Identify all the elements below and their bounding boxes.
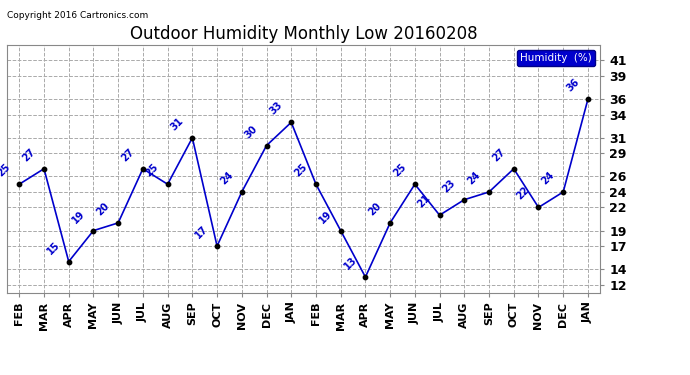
Point	[459, 196, 470, 202]
Text: 24: 24	[466, 170, 482, 186]
Title: Outdoor Humidity Monthly Low 20160208: Outdoor Humidity Monthly Low 20160208	[130, 26, 477, 44]
Point	[236, 189, 247, 195]
Point	[533, 204, 544, 210]
Text: 25: 25	[144, 162, 161, 178]
Point	[434, 212, 445, 218]
Text: 27: 27	[21, 147, 37, 163]
Text: 36: 36	[564, 77, 581, 94]
Point	[286, 119, 297, 125]
Text: 25: 25	[391, 162, 408, 178]
Text: 25: 25	[0, 162, 12, 178]
Point	[509, 166, 520, 172]
Point	[187, 135, 198, 141]
Point	[162, 181, 173, 187]
Point	[261, 142, 272, 148]
Text: 30: 30	[243, 123, 259, 140]
Point	[484, 189, 495, 195]
Point	[335, 228, 346, 234]
Text: 27: 27	[490, 147, 507, 163]
Text: Copyright 2016 Cartronics.com: Copyright 2016 Cartronics.com	[7, 11, 148, 20]
Text: 15: 15	[45, 239, 62, 256]
Text: 24: 24	[540, 170, 556, 186]
Text: 22: 22	[515, 185, 531, 202]
Text: 20: 20	[95, 201, 111, 217]
Text: 27: 27	[119, 147, 136, 163]
Text: 19: 19	[70, 209, 86, 225]
Legend: Humidity  (%): Humidity (%)	[517, 50, 595, 66]
Point	[112, 220, 124, 226]
Point	[88, 228, 99, 234]
Point	[137, 166, 148, 172]
Point	[409, 181, 420, 187]
Point	[360, 274, 371, 280]
Point	[384, 220, 395, 226]
Text: 31: 31	[169, 116, 186, 132]
Text: 33: 33	[268, 100, 284, 117]
Point	[212, 243, 223, 249]
Point	[14, 181, 25, 187]
Point	[63, 259, 75, 265]
Text: 13: 13	[342, 255, 359, 272]
Text: 24: 24	[218, 170, 235, 186]
Text: 21: 21	[416, 193, 433, 210]
Text: 20: 20	[366, 201, 383, 217]
Point	[39, 166, 50, 172]
Point	[310, 181, 322, 187]
Text: 23: 23	[441, 177, 457, 194]
Text: 25: 25	[293, 162, 309, 178]
Point	[558, 189, 569, 195]
Text: 17: 17	[193, 224, 210, 240]
Point	[582, 96, 593, 102]
Text: 19: 19	[317, 209, 334, 225]
